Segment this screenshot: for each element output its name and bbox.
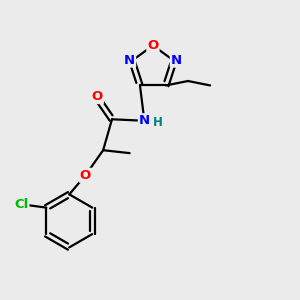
Text: Cl: Cl [14,198,28,211]
Text: N: N [171,54,182,67]
Text: O: O [80,169,91,182]
Text: O: O [92,90,103,103]
Text: H: H [153,116,163,129]
Text: O: O [147,39,159,52]
Text: N: N [124,54,135,67]
Text: N: N [139,114,150,127]
